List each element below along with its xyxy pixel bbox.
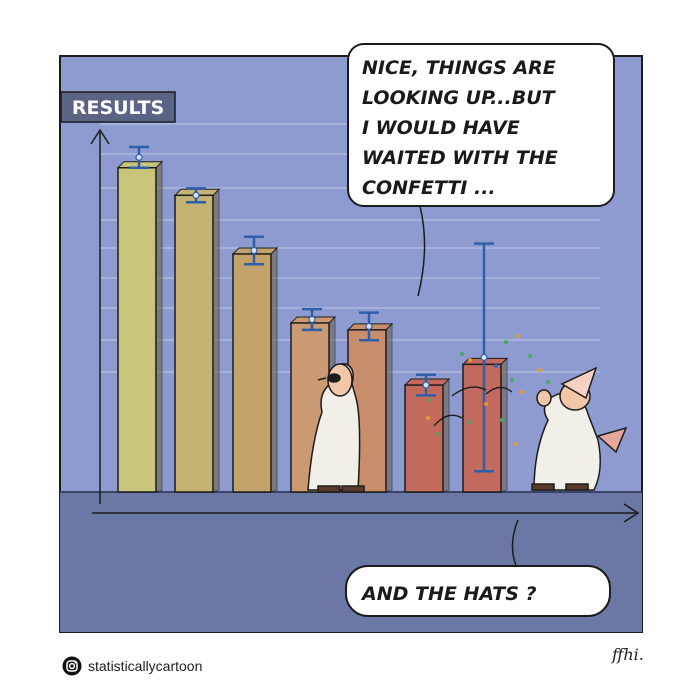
bar-2 — [173, 188, 221, 493]
speech-line-2: LOOKING UP...BUT — [362, 87, 557, 109]
error-bar-2 — [186, 187, 206, 204]
error-bar-6 — [416, 373, 436, 397]
results-label: RESULTS — [60, 91, 176, 123]
confetti — [426, 334, 550, 446]
bar-1 — [116, 160, 164, 493]
error-bar-7 — [474, 242, 494, 473]
social-credit: statisticallycartoon — [62, 656, 202, 676]
artist-signature: ffhi. — [611, 645, 644, 664]
y-axis — [90, 128, 110, 504]
speech-line-3: I WOULD HAVE — [362, 117, 520, 139]
speech-bottom-text: AND THE HATS ? — [360, 583, 537, 605]
svg-text:RESULTS: RESULTS — [72, 97, 164, 119]
error-bar-5 — [359, 311, 379, 342]
scientist-right — [531, 366, 628, 491]
x-axis — [92, 503, 640, 523]
speech-bubble-top: NICE, THINGS ARE LOOKING UP...BUT I WOUL… — [347, 43, 615, 297]
speech-line-5: CONFETTI ... — [362, 177, 496, 199]
speech-line-4: WAITED WITH THE — [362, 147, 558, 169]
error-bars — [129, 145, 494, 473]
error-bar-1 — [129, 145, 149, 169]
error-bar-3 — [244, 235, 264, 266]
scientist-left — [307, 363, 365, 493]
instagram-icon[interactable] — [62, 656, 82, 676]
error-bar-4 — [302, 307, 322, 332]
credit-handle[interactable]: statisticallycartoon — [88, 658, 203, 674]
speech-bubble-bottom: AND THE HATS ? — [345, 519, 611, 617]
bar-3 — [231, 246, 279, 493]
speech-line-1: NICE, THINGS ARE — [362, 57, 556, 79]
